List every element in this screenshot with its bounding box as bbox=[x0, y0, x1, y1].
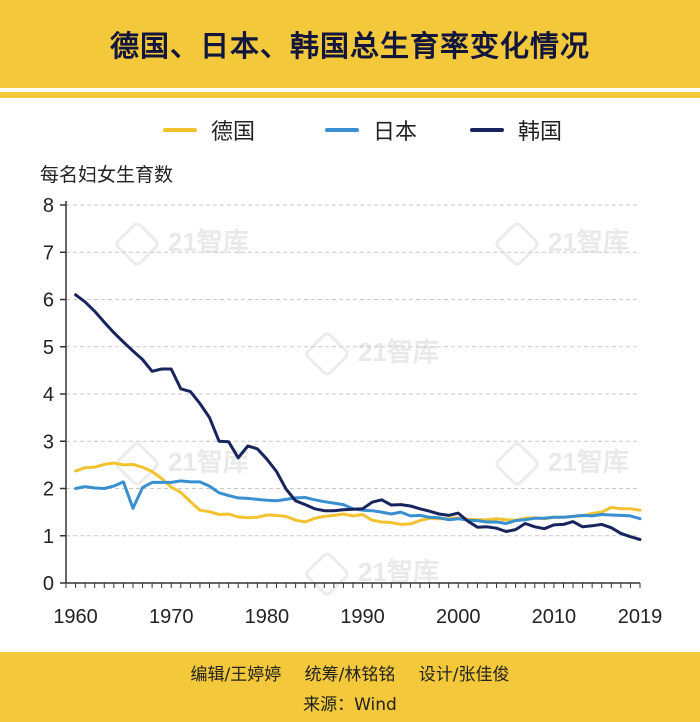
y-axis-label: 每名妇女生育数 bbox=[40, 164, 174, 186]
x-tick-label: 1990 bbox=[340, 606, 385, 628]
y-tick-label: 8 bbox=[43, 195, 54, 217]
x-tick-label: 2000 bbox=[436, 606, 481, 628]
x-tick-label: 1970 bbox=[149, 606, 194, 628]
title-bar: 德国、日本、韩国总生育率变化情况 bbox=[0, 0, 700, 88]
legend-label-japan: 日本 bbox=[373, 120, 418, 145]
legend-swatch-germany bbox=[163, 128, 197, 132]
y-tick-label: 1 bbox=[43, 526, 54, 548]
credit-coordinator: 统筹/林铭铭 bbox=[304, 665, 396, 685]
series-line-japan bbox=[74, 479, 642, 525]
legend-item-germany: 德国 bbox=[163, 113, 255, 147]
x-tick-label: 2019 bbox=[618, 606, 663, 628]
credit-designer: 设计/张佳俊 bbox=[418, 665, 510, 685]
y-tick-label: 0 bbox=[43, 573, 54, 595]
source-note: 来源：Wind bbox=[303, 695, 397, 715]
credits-line: 编辑/王婷婷 统筹/林铭铭 设计/张佳俊 bbox=[0, 660, 700, 685]
x-tick-label: 1980 bbox=[245, 606, 290, 628]
series-line-germany bbox=[74, 461, 642, 526]
x-tick-label: 2010 bbox=[532, 606, 577, 628]
watermark: 21智库 bbox=[492, 440, 629, 489]
series-line-korea bbox=[74, 293, 642, 541]
credit-editor: 编辑/王婷婷 bbox=[190, 665, 282, 685]
y-tick-label: 2 bbox=[43, 479, 54, 501]
y-tick-label: 3 bbox=[43, 431, 54, 453]
y-tick-label: 7 bbox=[43, 242, 54, 264]
legend-label-korea: 韩国 bbox=[518, 120, 563, 145]
watermark: 21智库 bbox=[302, 330, 439, 379]
watermark: 21智库 bbox=[302, 550, 439, 599]
legend-item-korea: 韩国 bbox=[470, 113, 562, 147]
legend-item-japan: 日本 bbox=[325, 113, 417, 147]
y-tick-label: 5 bbox=[43, 337, 54, 359]
footer: 编辑/王婷婷 统筹/林铭铭 设计/张佳俊 来源：Wind bbox=[0, 652, 700, 722]
y-tick-label: 4 bbox=[43, 384, 54, 406]
legend: 德国 日本 韩国 bbox=[0, 113, 700, 147]
y-tick-label: 6 bbox=[43, 290, 54, 312]
title-stripe bbox=[0, 92, 700, 98]
x-tick-label: 1960 bbox=[53, 606, 98, 628]
line-chart: 0 1 2 3 4 5 6 7 8 1960 1970 1980 1990 2000 2010 2019 bbox=[43, 195, 663, 628]
chart-title: 德国、日本、韩国总生育率变化情况 bbox=[109, 29, 590, 63]
legend-swatch-korea bbox=[470, 128, 504, 132]
legend-swatch-japan bbox=[325, 128, 359, 132]
legend-label-germany: 德国 bbox=[211, 120, 256, 145]
